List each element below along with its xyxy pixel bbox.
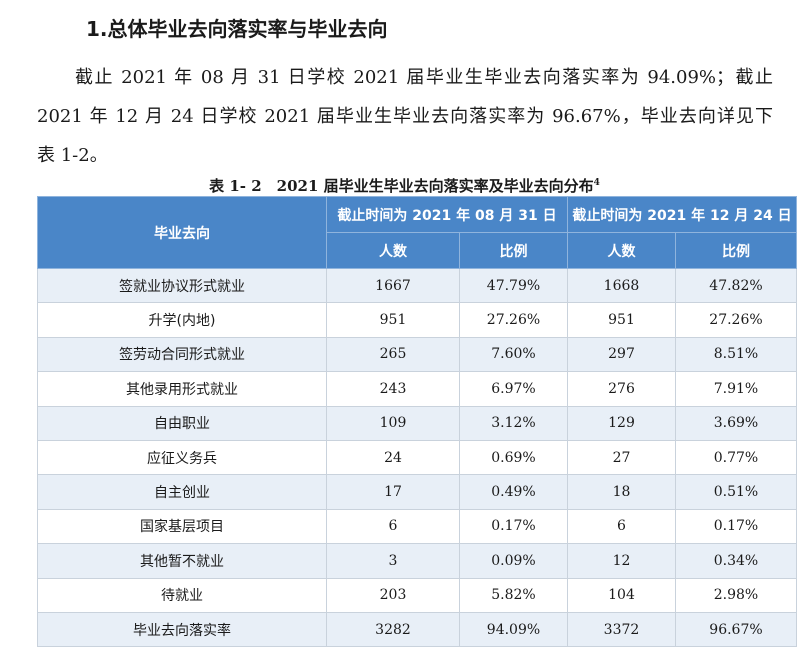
destination-table: 毕业去向 截止时间为 2021 年 08 月 31 日 截止时间为 2021 年… xyxy=(37,196,797,648)
row-count-1: 951 xyxy=(326,302,460,338)
row-category: 国家基层项目 xyxy=(37,508,327,545)
row-count-2: 6 xyxy=(567,508,676,545)
table-row: 自主创业 17 0.49% 18 0.51% xyxy=(37,474,797,510)
row-ratio-2: 8.51% xyxy=(675,336,797,373)
row-ratio-2: 0.34% xyxy=(675,543,797,579)
row-ratio-2: 2.98% xyxy=(675,577,797,613)
row-category: 自由职业 xyxy=(37,405,327,441)
row-count-1: 3 xyxy=(326,543,460,579)
table-body: 签就业协议形式就业 1667 47.79% 1668 47.82% 升学(内地)… xyxy=(37,267,797,648)
section-heading: 1.总体毕业去向落实率与毕业去向 xyxy=(86,17,388,41)
row-ratio-2: 47.82% xyxy=(675,267,797,304)
row-ratio-1: 27.26% xyxy=(459,302,568,338)
row-count-1: 24 xyxy=(326,439,460,476)
row-count-2: 18 xyxy=(567,474,676,510)
row-category: 签就业协议形式就业 xyxy=(37,267,327,304)
paragraph-line-2: 2021 年 12 月 24 日学校 2021 届毕业生毕业去向落实率为 96.… xyxy=(37,106,773,127)
row-count-1: 243 xyxy=(326,371,460,407)
footnote-marker: 4 xyxy=(593,178,600,188)
row-count-1: 203 xyxy=(326,577,460,613)
table-row: 待就业 203 5.82% 104 2.98% xyxy=(37,577,797,613)
row-count-2: 27 xyxy=(567,439,676,476)
table-row: 其他暂不就业 3 0.09% 12 0.34% xyxy=(37,543,797,579)
row-count-1: 6 xyxy=(326,508,460,545)
table-row: 其他录用形式就业 243 6.97% 276 7.91% xyxy=(37,371,797,407)
row-count-2: 1668 xyxy=(567,267,676,304)
row-ratio-1: 47.79% xyxy=(459,267,568,304)
row-count-1: 265 xyxy=(326,336,460,373)
row-ratio-2: 0.51% xyxy=(675,474,797,510)
row-category: 毕业去向落实率 xyxy=(37,611,327,648)
header-period-1: 截止时间为 2021 年 08 月 31 日 xyxy=(326,196,568,233)
table-row: 国家基层项目 6 0.17% 6 0.17% xyxy=(37,508,797,545)
header-ratio-2: 比例 xyxy=(675,232,797,269)
table-row: 升学(内地) 951 27.26% 951 27.26% xyxy=(37,302,797,338)
row-category: 待就业 xyxy=(37,577,327,613)
row-ratio-2: 27.26% xyxy=(675,302,797,338)
row-count-2: 297 xyxy=(567,336,676,373)
paragraph-line-1: 截止 2021 年 08 月 31 日学校 2021 届毕业生毕业去向落实率为 … xyxy=(75,67,773,88)
header-row-top: 毕业去向 截止时间为 2021 年 08 月 31 日 截止时间为 2021 年… xyxy=(37,196,797,269)
row-count-1: 17 xyxy=(326,474,460,510)
row-ratio-1: 5.82% xyxy=(459,577,568,613)
row-category: 升学(内地) xyxy=(37,302,327,338)
row-ratio-1: 7.60% xyxy=(459,336,568,373)
header-ratio-1: 比例 xyxy=(459,232,568,269)
row-count-2: 104 xyxy=(567,577,676,613)
row-count-1: 109 xyxy=(326,405,460,441)
row-ratio-2: 0.17% xyxy=(675,508,797,545)
row-count-2: 12 xyxy=(567,543,676,579)
row-ratio-2: 96.67% xyxy=(675,611,797,648)
row-ratio-1: 0.17% xyxy=(459,508,568,545)
row-category: 自主创业 xyxy=(37,474,327,510)
header-count-2: 人数 xyxy=(567,232,676,269)
table-row: 自由职业 109 3.12% 129 3.69% xyxy=(37,405,797,441)
row-ratio-1: 0.69% xyxy=(459,439,568,476)
row-count-1: 3282 xyxy=(326,611,460,648)
row-count-2: 951 xyxy=(567,302,676,338)
header-category: 毕业去向 xyxy=(37,196,327,269)
row-ratio-1: 3.12% xyxy=(459,405,568,441)
row-ratio-1: 94.09% xyxy=(459,611,568,648)
table-caption: 表 1- 2 2021 届毕业生毕业去向落实率及毕业去向分布4 xyxy=(0,172,809,197)
table-caption-text: 表 1- 2 2021 届毕业生毕业去向落实率及毕业去向分布 xyxy=(209,177,594,195)
row-ratio-1: 0.09% xyxy=(459,543,568,579)
row-count-2: 3372 xyxy=(567,611,676,648)
table-row-total: 毕业去向落实率 3282 94.09% 3372 96.67% xyxy=(37,611,797,648)
row-count-1: 1667 xyxy=(326,267,460,304)
row-category: 其他录用形式就业 xyxy=(37,371,327,407)
row-ratio-1: 0.49% xyxy=(459,474,568,510)
table-row: 签劳动合同形式就业 265 7.60% 297 8.51% xyxy=(37,336,797,373)
header-count-1: 人数 xyxy=(326,232,460,269)
row-count-2: 129 xyxy=(567,405,676,441)
summary-paragraph: 截止 2021 年 08 月 31 日学校 2021 届毕业生毕业去向落实率为 … xyxy=(37,58,773,175)
row-ratio-2: 0.77% xyxy=(675,439,797,476)
table-row: 签就业协议形式就业 1667 47.79% 1668 47.82% xyxy=(37,267,797,304)
row-ratio-2: 7.91% xyxy=(675,371,797,407)
row-category: 应征义务兵 xyxy=(37,439,327,476)
row-ratio-2: 3.69% xyxy=(675,405,797,441)
table-row: 应征义务兵 24 0.69% 27 0.77% xyxy=(37,439,797,476)
table-header: 毕业去向 截止时间为 2021 年 08 月 31 日 截止时间为 2021 年… xyxy=(37,196,797,269)
paragraph-line-3: 表 1-2。 xyxy=(37,145,108,166)
row-category: 签劳动合同形式就业 xyxy=(37,336,327,373)
row-ratio-1: 6.97% xyxy=(459,371,568,407)
header-row-sub: 人数 比例 人数 比例 xyxy=(38,232,797,269)
row-category: 其他暂不就业 xyxy=(37,543,327,579)
row-count-2: 276 xyxy=(567,371,676,407)
header-period-2: 截止时间为 2021 年 12 月 24 日 xyxy=(567,196,797,233)
